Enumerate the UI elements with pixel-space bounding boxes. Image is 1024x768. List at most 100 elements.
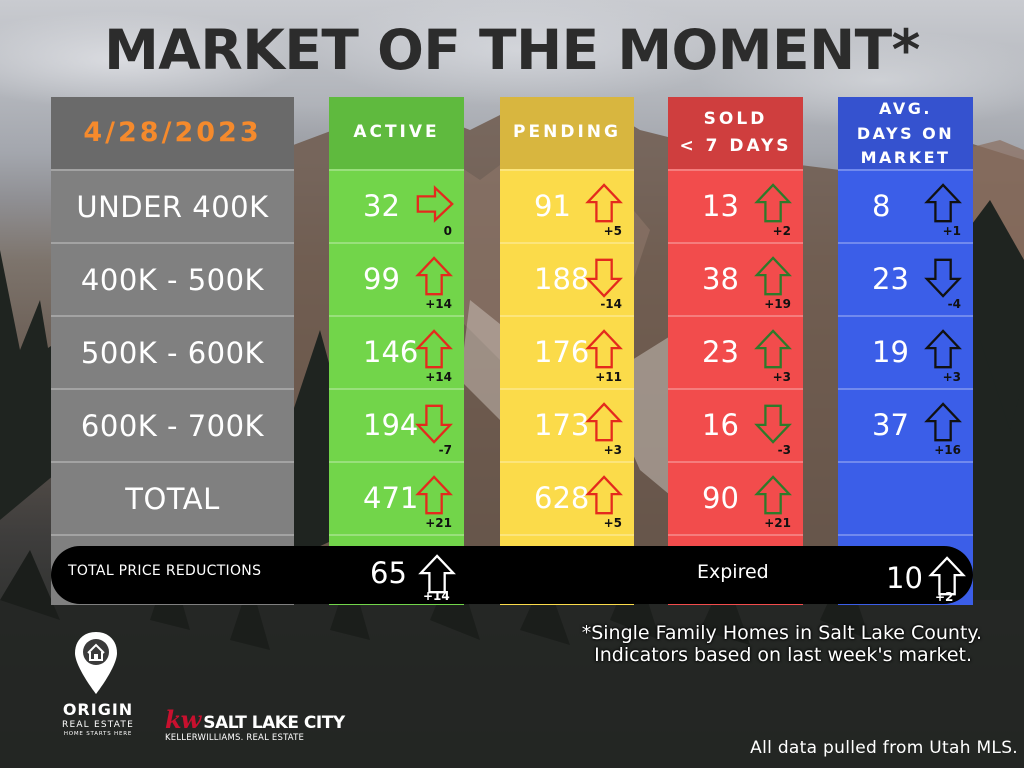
pending-row: 176 +11	[500, 315, 634, 388]
sold-column: SOLD < 7 DAYS 13 +2 38 +19 23 +3 16 -3 9…	[668, 97, 803, 605]
up-arrow-icon	[585, 475, 623, 515]
up-arrow-shape	[415, 475, 453, 515]
filler-row	[668, 534, 803, 607]
price-range-under-400k: UNDER 400K	[51, 169, 294, 242]
up-arrow-icon	[415, 329, 453, 369]
down-arrow-shape	[585, 258, 623, 298]
up-arrow-shape	[754, 183, 792, 223]
sold-change: +2	[772, 224, 791, 238]
up-arrow-shape	[754, 475, 792, 515]
active-value: 99	[363, 262, 400, 296]
dom-value: 23	[872, 262, 909, 296]
footnote-line2: Indicators based on last week's market.	[594, 644, 972, 666]
pending-change: +5	[603, 516, 622, 530]
active-value: 471	[363, 481, 419, 515]
dom-row-empty	[838, 461, 973, 534]
dom-header-line1: AVG.	[879, 98, 932, 118]
up-arrow-shape	[585, 329, 623, 369]
filler-row	[329, 534, 464, 607]
dom-row: 37 +16	[838, 388, 973, 461]
kw-logo: kw SALT LAKE CITY KELLERWILLIAMS. REAL E…	[165, 705, 345, 743]
up-arrow-icon	[585, 329, 623, 369]
days-on-market-header: AVG. DAYS ON MARKET	[838, 97, 973, 169]
pending-row: 173 +3	[500, 388, 634, 461]
sold-change: -3	[777, 443, 791, 457]
active-row: 32 0	[329, 169, 464, 242]
sold-header: SOLD < 7 DAYS	[668, 97, 803, 169]
pending-change: -14	[600, 297, 622, 311]
sold-change: +3	[772, 370, 791, 384]
down-arrow-shape	[415, 404, 453, 444]
active-value: 146	[363, 335, 419, 369]
dom-row: 23 -4	[838, 242, 973, 315]
up-arrow-shape	[585, 183, 623, 223]
up-arrow-icon	[924, 402, 962, 442]
price-reductions-label: TOTAL PRICE REDUCTIONS	[68, 563, 262, 579]
sold-header-line2: < 7 DAYS	[679, 136, 792, 156]
price-reductions-change: +14	[423, 589, 450, 603]
footnote-line1: *Single Family Homes in Salt Lake County…	[581, 622, 982, 644]
sold-header-line1: SOLD	[703, 108, 768, 129]
origin-logo-name: ORIGIN	[62, 700, 134, 719]
expired-label: Expired	[697, 561, 769, 583]
down-arrow-shape	[924, 258, 962, 298]
up-arrow-icon	[418, 554, 456, 594]
pending-value: 176	[534, 335, 590, 369]
summary-bar	[51, 546, 973, 604]
filler-row	[51, 534, 294, 607]
report-date: 4/28/2023	[51, 97, 294, 169]
sold-value: 38	[702, 262, 739, 296]
pending-change: +3	[603, 443, 622, 457]
kw-city: SALT LAKE CITY	[203, 713, 345, 733]
up-arrow-icon	[754, 256, 792, 296]
origin-logo-tagline: HOME STARTS HERE	[63, 731, 133, 737]
expired-change: +2	[935, 590, 954, 604]
up-arrow-icon	[924, 329, 962, 369]
dom-header-line3: MARKET	[860, 148, 951, 168]
active-change: -7	[438, 443, 452, 457]
pending-row: 628 +5	[500, 461, 634, 534]
down-arrow-icon	[924, 258, 962, 298]
up-arrow-shape	[924, 329, 962, 369]
up-arrow-shape	[928, 556, 966, 596]
price-range-400k-500k: 400K - 500K	[51, 242, 294, 315]
dom-value: 8	[872, 189, 891, 223]
dom-row: 8 +1	[838, 169, 973, 242]
dom-header-line2: DAYS ON	[856, 123, 955, 143]
sold-row: 90 +21	[668, 461, 803, 534]
kw-mark: kw	[165, 705, 201, 734]
active-row: 146 +14	[329, 315, 464, 388]
active-row: 471 +21	[329, 461, 464, 534]
data-source: All data pulled from Utah MLS.	[750, 738, 1018, 758]
up-arrow-shape	[754, 329, 792, 369]
dom-row: 19 +3	[838, 315, 973, 388]
up-arrow-icon	[585, 183, 623, 223]
down-arrow-icon	[585, 258, 623, 298]
page-title: MARKET OF THE MOMENT*	[104, 18, 920, 82]
up-arrow-icon	[754, 475, 792, 515]
price-range-total: TOTAL	[51, 461, 294, 534]
pending-header: PENDING	[500, 97, 634, 169]
up-arrow-shape	[754, 256, 792, 296]
down-arrow-shape	[754, 404, 792, 444]
up-arrow-shape	[924, 183, 962, 223]
pending-row: 91 +5	[500, 169, 634, 242]
sold-value: 23	[702, 335, 739, 369]
sold-change: +21	[764, 516, 791, 530]
up-arrow-icon	[585, 402, 623, 442]
up-arrow-icon	[415, 475, 453, 515]
active-row: 194 -7	[329, 388, 464, 461]
up-arrow-shape	[415, 329, 453, 369]
sold-row: 13 +2	[668, 169, 803, 242]
pending-value: 188	[534, 262, 590, 296]
active-change: 0	[443, 224, 452, 238]
location-pin-icon	[75, 632, 117, 694]
dom-change: +1	[942, 224, 961, 238]
pending-row: 188 -14	[500, 242, 634, 315]
sold-row: 23 +3	[668, 315, 803, 388]
house-icon	[83, 639, 109, 665]
filler-row	[838, 534, 973, 607]
dom-change: +16	[934, 443, 961, 457]
sold-value: 90	[702, 481, 739, 515]
days-on-market-column: AVG. DAYS ON MARKET 8 +1 23 -4 19 +3 37 …	[838, 97, 973, 605]
